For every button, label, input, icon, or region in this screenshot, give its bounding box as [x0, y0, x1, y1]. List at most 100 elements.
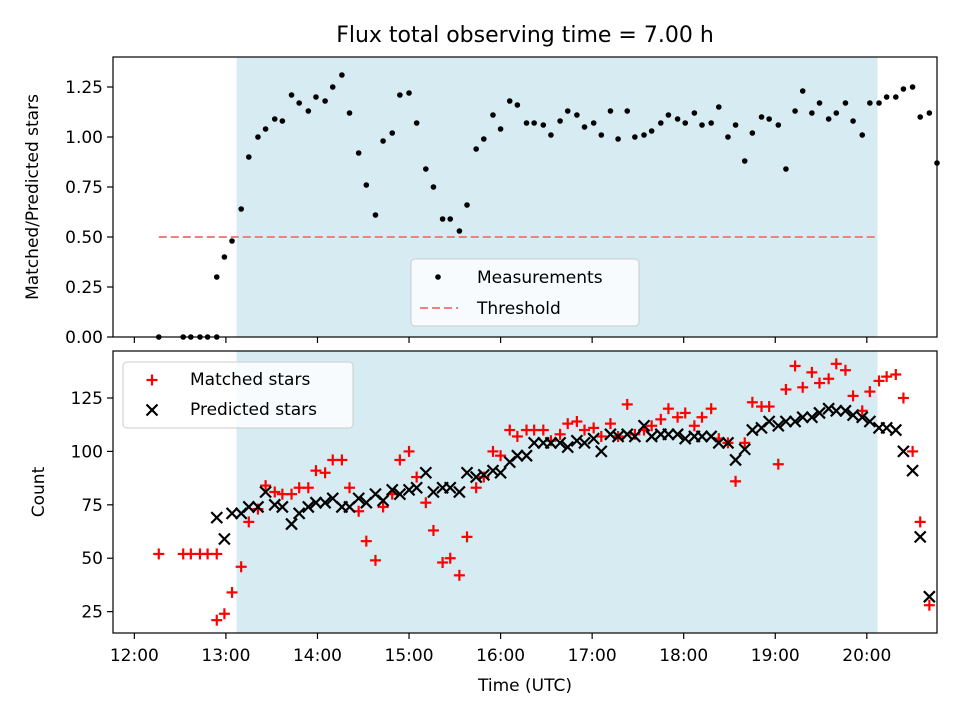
- measurement-point: [262, 126, 269, 132]
- predicted-star-point: [729, 453, 742, 467]
- measurement-point: [490, 112, 496, 118]
- predicted-star-point: [587, 432, 600, 445]
- predicted-star-point: [570, 434, 584, 448]
- measurement-point: [229, 238, 235, 244]
- predicted-star-point: [561, 440, 575, 454]
- predicted-star-point: [889, 423, 903, 437]
- measurement-point: [246, 154, 252, 160]
- matched-star-point: [336, 454, 348, 466]
- matched-star-point: [487, 445, 499, 457]
- predicted-star-point: [830, 404, 843, 418]
- measurement-point: [682, 120, 689, 126]
- bottom-ytick-label: 25: [81, 603, 103, 623]
- predicted-star-point: [276, 500, 289, 514]
- measurement-point: [355, 150, 362, 156]
- measurement-point: [506, 98, 513, 104]
- measurement-point: [766, 116, 772, 122]
- measurement-point: [665, 112, 672, 118]
- matched-star-point: [269, 486, 281, 498]
- matched-star-point: [672, 411, 684, 423]
- measurement-point: [372, 212, 379, 218]
- measurement-point: [548, 132, 554, 138]
- legend-threshold-label: Threshold: [476, 299, 561, 319]
- measurement-point: [430, 184, 437, 190]
- bottom-ytick-label: 100: [71, 442, 103, 462]
- legend-measurements-label: Measurements: [477, 268, 603, 288]
- predicted-stars-points: [210, 402, 936, 603]
- measurement-point: [833, 110, 840, 116]
- predicted-star-point: [611, 430, 625, 443]
- predicted-star-point: [309, 496, 323, 509]
- measurement-point: [531, 120, 537, 126]
- predicted-star-point: [553, 436, 567, 450]
- bottom-xtick-label: 12:00: [110, 646, 159, 666]
- top-legend-box: [410, 258, 640, 327]
- predicted-star-point: [302, 500, 315, 514]
- predicted-star-point: [242, 500, 256, 514]
- matched-star-point: [444, 552, 456, 564]
- bottom-ytick-label: 75: [81, 496, 103, 516]
- matched-star-point: [302, 482, 314, 494]
- matched-star-point: [696, 411, 708, 423]
- predicted-star-point: [527, 436, 541, 450]
- matched-star-point: [427, 524, 439, 536]
- matched-star-point: [377, 501, 389, 513]
- measurement-point: [413, 120, 420, 126]
- bottom-xtick-label: 18:00: [659, 646, 708, 666]
- matched-star-point: [344, 482, 356, 494]
- measurement-point: [799, 88, 806, 94]
- matched-star-point: [830, 358, 842, 370]
- measurement-point: [867, 100, 873, 106]
- matched-star-point: [739, 437, 751, 449]
- predicted-star-point: [469, 470, 483, 484]
- matched-star-point: [789, 360, 801, 372]
- predicted-star-point: [251, 500, 265, 514]
- matched-star-point: [780, 383, 792, 395]
- matched-star-point: [897, 392, 909, 404]
- predicted-star-point: [671, 428, 684, 441]
- bottom-y-ticks: 25 50 75 100 125: [71, 389, 113, 623]
- measurement-point: [708, 120, 714, 126]
- predicted-star-point: [628, 430, 642, 443]
- predicted-star-point: [486, 464, 500, 477]
- predicted-star-point: [218, 532, 231, 546]
- measurement-point: [624, 108, 631, 114]
- measurement-point: [900, 86, 907, 92]
- measurement-point: [523, 120, 530, 126]
- matched-star-point: [588, 422, 600, 434]
- bottom-xtick-label: 20:00: [842, 646, 891, 666]
- bottom-legend-box: [122, 361, 354, 429]
- predicted-star-point: [520, 449, 533, 462]
- measurement-point: [590, 120, 597, 126]
- top-ytick-label: 1.25: [65, 78, 103, 98]
- matched-star-point: [211, 548, 223, 560]
- predicted-star-point: [796, 410, 809, 424]
- measurement-point: [615, 136, 621, 142]
- measurement-point: [732, 122, 739, 128]
- predicted-star-point: [477, 468, 491, 482]
- matched-star-point: [571, 416, 583, 427]
- predicted-star-point: [595, 445, 608, 458]
- matched-star-point: [504, 424, 516, 436]
- legend-measurements-marker: [435, 274, 441, 280]
- matched-star-point: [823, 373, 835, 385]
- measurement-point: [574, 112, 580, 118]
- measurement-point: [389, 130, 396, 136]
- predicted-star-point: [880, 421, 893, 435]
- top-ytick-label: 0.25: [65, 278, 103, 298]
- matched-star-point: [226, 586, 238, 598]
- bottom-xtick-label: 13:00: [201, 646, 250, 666]
- matched-star-point: [260, 480, 272, 492]
- predicted-star-point: [578, 436, 591, 450]
- matched-star-point: [511, 430, 523, 442]
- matched-star-point: [662, 403, 674, 415]
- matched-star-point: [763, 401, 775, 413]
- measurement-point: [917, 114, 924, 120]
- predicted-star-point: [210, 511, 224, 524]
- bottom-ytick-label: 125: [71, 389, 103, 409]
- top-ytick-label: 0.75: [65, 178, 103, 198]
- predicted-star-point: [712, 436, 726, 450]
- measurement-point: [363, 182, 370, 188]
- measurement-point: [439, 216, 446, 222]
